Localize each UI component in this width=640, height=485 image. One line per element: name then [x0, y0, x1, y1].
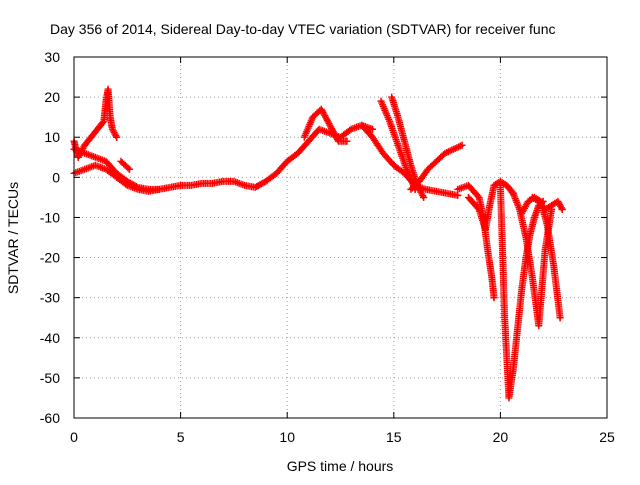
y-tick-label: 30 [44, 49, 60, 65]
x-axis-label: GPS time / hours [287, 458, 394, 474]
series-arc-mid-hump [300, 105, 351, 145]
data-point-marker [74, 153, 82, 161]
data-point-marker [343, 137, 351, 145]
series-arc-rise-spike [74, 85, 121, 161]
data-series [70, 85, 566, 402]
y-tick-label: -50 [40, 370, 60, 386]
y-tick-label: -60 [40, 410, 60, 426]
y-tick-label: 0 [52, 169, 60, 185]
data-point-marker [474, 192, 482, 200]
plot-frame [73, 56, 608, 419]
series-arc-end [528, 193, 566, 213]
chart-title: Day 356 of 2014, Sidereal Day-to-day VTE… [50, 21, 556, 37]
series-arc-short-fragment [117, 157, 133, 173]
x-tick-label: 20 [493, 429, 509, 445]
series-arc-dip-2 [503, 181, 556, 330]
x-tick-label: 0 [70, 429, 78, 445]
data-point-marker [155, 185, 163, 193]
data-point-marker [113, 133, 121, 141]
x-tick-label: 15 [386, 429, 402, 445]
y-tick-label: 20 [44, 89, 60, 105]
axis-ticks: 0 5 10 15 20 25 -60 -50 -40 -30 -20 -10 0 10 20 30 [40, 49, 615, 445]
series-arc-rise-late [407, 141, 466, 193]
data-point-marker [458, 141, 466, 149]
data-point-marker [454, 191, 462, 199]
data-point-marker [112, 132, 120, 140]
y-tick-label: -40 [40, 330, 60, 346]
y-tick-label: -10 [40, 209, 60, 225]
y-axis-label: SDTVAR / TECUs [5, 182, 21, 294]
data-point-marker [557, 204, 565, 212]
series-arc-fall-2 [388, 93, 428, 201]
data-point-marker [99, 119, 107, 127]
x-tick-label: 25 [599, 429, 615, 445]
y-tick-label: 10 [44, 129, 60, 145]
y-tick-label: -30 [40, 290, 60, 306]
data-point-marker [558, 205, 566, 213]
series-arc-fall-3 [358, 121, 462, 199]
series-arc-low-start [70, 161, 163, 195]
x-tick-label: 10 [279, 429, 295, 445]
data-point-marker [124, 164, 132, 172]
data-point-marker [125, 165, 133, 173]
data-point-marker [420, 193, 428, 201]
data-point-marker [556, 314, 564, 322]
series-arc-deep-dip [496, 181, 547, 402]
x-tick-label: 5 [177, 429, 185, 445]
data-point-marker [368, 125, 376, 133]
data-point-marker [490, 294, 498, 302]
y-tick-label: -20 [40, 250, 60, 266]
